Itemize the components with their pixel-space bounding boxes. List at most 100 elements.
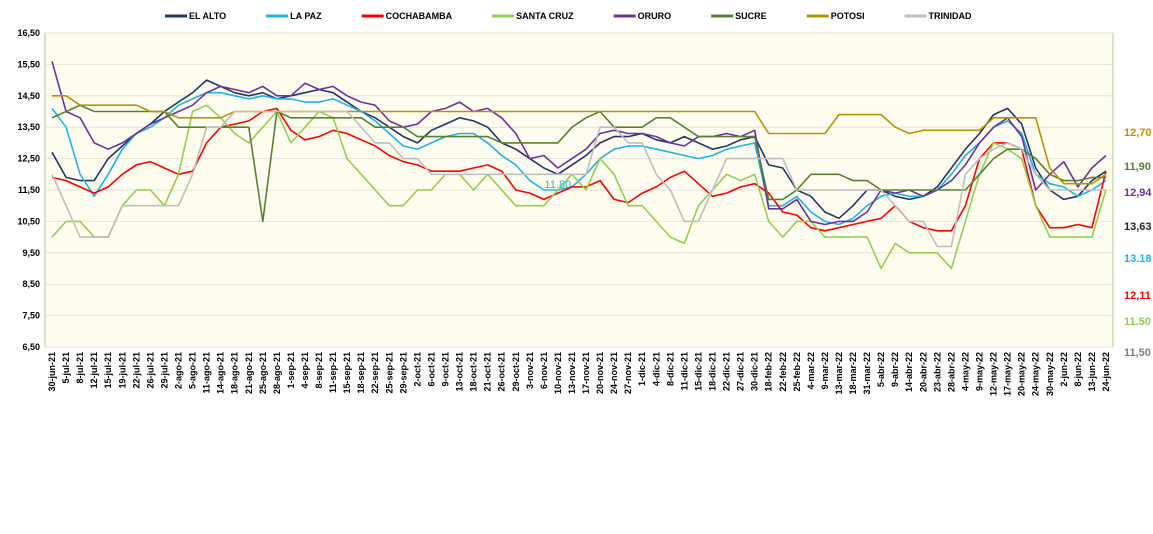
y-tick-label: 15,50 <box>17 59 40 69</box>
x-tick-label: 13-oct-21 <box>455 352 465 392</box>
y-tick-label: 12,50 <box>17 154 40 164</box>
x-tick-label: 8-dic-21 <box>665 352 675 386</box>
x-tick-label: 9-abr-22 <box>890 352 900 387</box>
x-tick-label: 13-mar-22 <box>834 352 844 395</box>
x-tick-label: 14-ago-21 <box>216 352 226 394</box>
x-tick-label: 4-mar-22 <box>806 352 816 390</box>
x-tick-label: 20-nov-21 <box>595 352 605 394</box>
x-tick-label: 14-abr-22 <box>904 352 914 392</box>
legend: EL ALTO LA PAZ COCHABAMBA SANTA CRUZ ORURO SU… <box>165 11 972 21</box>
legend-label: SANTA CRUZ <box>516 11 574 21</box>
legend-label: LA PAZ <box>290 11 322 21</box>
x-tick-label: 11-sep-21 <box>328 352 338 393</box>
x-tick-label: 24-nov-21 <box>609 352 619 394</box>
y-tick-label: 11,50 <box>18 185 40 195</box>
x-tick-label: 17-nov-21 <box>581 352 591 394</box>
x-tick-label: 4-sep-21 <box>300 352 310 389</box>
x-tick-label: 8-sep-21 <box>314 352 324 389</box>
x-tick-label: 28-ago-21 <box>272 352 282 394</box>
x-tick-label: 21-ago-21 <box>244 352 254 394</box>
x-tick-label: 24-may-22 <box>1031 352 1041 396</box>
x-tick-label: 9-mar-22 <box>820 352 830 390</box>
side-label: 11,50 <box>1124 347 1151 359</box>
x-tick-label: 30-dic-21 <box>750 352 760 391</box>
x-tick-label: 9-oct-21 <box>441 352 451 387</box>
y-tick-label: 10,50 <box>17 216 40 226</box>
x-tick-label: 18-oct-21 <box>469 352 479 392</box>
x-tick-label: 11-ago-21 <box>202 352 212 394</box>
x-tick-label: 27-nov-21 <box>623 352 633 394</box>
x-tick-label: 8-jul-21 <box>75 352 85 384</box>
x-tick-label: 1-sep-21 <box>286 352 296 389</box>
side-label: 11.50 <box>1124 316 1151 328</box>
x-tick-label: 5-jul-21 <box>61 352 71 384</box>
x-tick-label: 22-feb-22 <box>778 352 788 392</box>
x-tick-label: 22-dic-21 <box>722 352 732 391</box>
y-tick-label: 6,50 <box>22 342 40 352</box>
y-tick-label: 7,50 <box>22 311 40 321</box>
x-tick-label: 20-abr-22 <box>918 352 928 392</box>
x-tick-label: 29-jul-21 <box>159 352 169 389</box>
x-tick-label: 18-feb-22 <box>764 352 774 392</box>
x-tick-label: 2-jun-22 <box>1059 352 1069 387</box>
x-tick-label: 19-jul-21 <box>117 352 127 389</box>
x-tick-label: 10-nov-21 <box>553 352 563 394</box>
x-tick-label: 23-abr-22 <box>932 352 942 392</box>
x-tick-label: 5-abr-22 <box>876 352 886 387</box>
x-tick-label: 22-jul-21 <box>131 352 141 389</box>
x-tick-label: 3-nov-21 <box>525 352 535 389</box>
x-tick-label: 15-jul-21 <box>103 352 113 389</box>
x-tick-label: 24-jun-22 <box>1101 352 1111 392</box>
side-label: 11,90 <box>1124 161 1151 173</box>
series-line <box>51 61 1107 226</box>
series-line <box>51 79 1107 220</box>
x-tick-label: 2-ago-21 <box>174 352 184 389</box>
legend-label: ORURO <box>638 11 672 21</box>
x-tick-label: 15-dic-21 <box>693 352 703 391</box>
x-tick-label: 27-dic-21 <box>736 352 746 391</box>
x-tick-label: 12-may-22 <box>989 352 999 396</box>
inline-label: 11.80 <box>545 179 572 191</box>
x-tick-label: 31-mar-22 <box>862 352 872 395</box>
x-tick-label: 5-ago-21 <box>188 352 198 389</box>
legend-label: COCHABAMBA <box>386 11 453 21</box>
x-tick-label: 25-ago-21 <box>258 352 268 394</box>
legend-label: POTOSI <box>831 11 865 21</box>
y-tick-label: 13,50 <box>17 122 40 132</box>
x-tick-label: 15-sep-21 <box>342 352 352 394</box>
side-label: 12,11 <box>1124 290 1151 302</box>
series-line <box>51 104 1107 270</box>
x-tick-label: 9-may-22 <box>975 352 985 391</box>
x-tick-label: 30-jun-21 <box>47 352 57 392</box>
series-line <box>51 104 1106 223</box>
x-tick-label: 6-nov-21 <box>539 352 549 389</box>
y-tick-label: 9,50 <box>22 248 40 258</box>
x-tick-label: 25-sep-21 <box>384 352 394 394</box>
x-tick-label: 20-may-22 <box>1017 352 1027 396</box>
x-tick-label: 12-jul-21 <box>89 352 99 389</box>
x-tick-label: 21-oct-21 <box>483 352 493 392</box>
x-tick-label: 28-abr-22 <box>946 352 956 392</box>
series-line <box>51 110 1106 248</box>
x-tick-label: 6-oct-21 <box>426 352 436 387</box>
y-tick-label: 8,50 <box>22 279 40 289</box>
x-tick-label: 18-dic-21 <box>708 352 718 391</box>
legend-label: TRINIDAD <box>929 11 972 21</box>
side-label: 13.18 <box>1124 253 1152 265</box>
side-label: 12,94 <box>1124 187 1152 199</box>
series-line <box>52 95 1107 185</box>
side-label: 12,70 <box>1124 127 1152 139</box>
x-tick-label: 30-may-22 <box>1045 352 1055 396</box>
x-tick-label: 22-sep-21 <box>370 352 380 394</box>
x-tick-label: 4-dic-21 <box>651 352 661 386</box>
x-tick-label: 18-mar-22 <box>848 352 858 395</box>
x-tick-label: 26-jul-21 <box>145 352 155 389</box>
x-tick-label: 11-dic-21 <box>679 352 689 391</box>
x-tick-label: 2-oct-21 <box>412 352 422 387</box>
y-tick-label: 14,50 <box>17 91 40 101</box>
x-tick-label: 29-sep-21 <box>398 352 408 394</box>
x-tick-label: 26-oct-21 <box>497 352 507 392</box>
legend-label: SUCRE <box>735 11 767 21</box>
y-tick-label: 16,50 <box>17 28 40 38</box>
